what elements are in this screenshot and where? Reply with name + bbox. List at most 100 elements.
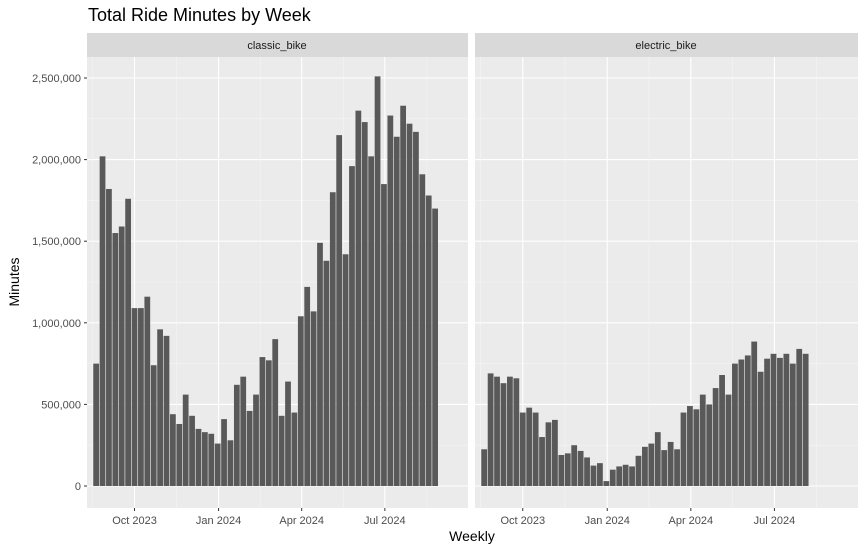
bar-classic-bike — [381, 184, 387, 486]
x-tick-label: Jul 2024 — [364, 515, 406, 527]
bar-classic-bike — [189, 415, 195, 486]
bar-classic-bike — [182, 394, 189, 486]
bar-classic-bike — [432, 208, 438, 486]
bar-electric-bike — [783, 353, 790, 486]
bar-electric-bike — [661, 450, 668, 486]
bar-electric-bike — [603, 481, 610, 486]
bar-classic-bike — [361, 122, 368, 486]
bar-classic-bike — [425, 195, 432, 486]
bar-classic-bike — [355, 110, 362, 486]
bar-classic-bike — [265, 360, 272, 486]
bar-classic-bike — [240, 376, 247, 486]
bar-classic-bike — [368, 156, 375, 486]
bar-classic-bike — [163, 335, 170, 486]
bar-electric-bike — [629, 466, 635, 486]
strip-label-electric-bike: electric_bike — [635, 40, 696, 52]
bar-classic-bike — [214, 443, 221, 486]
bar-electric-bike — [712, 388, 719, 486]
bar-classic-bike — [374, 76, 381, 487]
bar-classic-bike — [317, 242, 323, 486]
bar-electric-bike — [584, 457, 590, 486]
bar-classic-bike — [170, 414, 176, 486]
bar-electric-bike — [481, 449, 488, 486]
bar-electric-bike — [609, 469, 616, 486]
bar-electric-bike — [706, 404, 713, 486]
bar-electric-bike — [597, 463, 603, 486]
bar-electric-bike — [635, 455, 642, 486]
bar-electric-bike — [764, 358, 770, 486]
bar-classic-bike — [246, 410, 253, 486]
bar-classic-bike — [150, 365, 157, 486]
bar-electric-bike — [719, 375, 725, 486]
bar-classic-bike — [125, 198, 131, 486]
bar-classic-bike — [144, 296, 151, 486]
bar-classic-bike — [195, 428, 202, 486]
bar-classic-bike — [138, 308, 144, 486]
bar-electric-bike — [545, 422, 552, 486]
bar-electric-bike — [539, 437, 545, 486]
chart-title: Total Ride Minutes by Week — [88, 5, 311, 25]
bar-classic-bike — [259, 357, 266, 486]
bar-electric-bike — [674, 449, 680, 486]
bar-electric-bike — [487, 373, 494, 486]
y-axis-title: Minutes — [6, 257, 22, 306]
bar-classic-bike — [297, 316, 304, 486]
bar-classic-bike — [285, 381, 291, 486]
bar-electric-bike — [616, 466, 623, 486]
bar-electric-bike — [526, 407, 533, 486]
bar-electric-bike — [507, 376, 513, 486]
bar-electric-bike — [648, 443, 655, 486]
bar-classic-bike — [106, 188, 112, 487]
x-tick-label: Jan 2024 — [196, 515, 241, 527]
bars — [93, 76, 809, 487]
bar-classic-bike — [208, 433, 215, 486]
bar-classic-bike — [253, 394, 259, 486]
bar-classic-bike — [310, 311, 317, 486]
bar-electric-bike — [571, 445, 578, 486]
bar-electric-bike — [687, 406, 693, 486]
bar-classic-bike — [272, 339, 279, 486]
bar-classic-bike — [291, 412, 298, 486]
x-tick-label: Apr 2024 — [279, 515, 324, 527]
x-tick-label: Oct 2023 — [112, 515, 157, 527]
bar-electric-bike — [789, 363, 796, 486]
bar-classic-bike — [406, 123, 413, 486]
bar-classic-bike — [233, 384, 240, 486]
x-tick-label: Oct 2023 — [500, 515, 545, 527]
bar-classic-bike — [400, 105, 407, 487]
bar-electric-bike — [751, 341, 758, 486]
bar-electric-bike — [532, 412, 539, 486]
bar-classic-bike — [118, 226, 125, 486]
bar-electric-bike — [732, 363, 738, 486]
bar-electric-bike — [777, 357, 783, 486]
bar-electric-bike — [622, 464, 629, 486]
bar-electric-bike — [738, 359, 745, 486]
strip-classic-bike — [87, 33, 468, 57]
bar-electric-bike — [802, 353, 809, 486]
bar-classic-bike — [304, 286, 311, 486]
bar-classic-bike — [112, 233, 119, 486]
bar-electric-bike — [500, 383, 507, 486]
bar-electric-bike — [494, 376, 500, 486]
axes: Oct 2023 Jan 2024 Apr 2024 Jul 2024 Oct 2023… — [32, 73, 795, 527]
bar-electric-bike — [558, 454, 565, 486]
bar-classic-bike — [176, 423, 183, 486]
bar-classic-bike — [393, 136, 400, 486]
y-tick-label: 2,500,000 — [32, 73, 81, 85]
x-axis-title: Weekly — [449, 528, 495, 544]
bar-electric-bike — [744, 355, 751, 486]
bar-electric-bike — [796, 348, 803, 486]
x-tick-label: Apr 2024 — [669, 515, 714, 527]
bar-electric-bike — [513, 378, 520, 486]
bar-electric-bike — [590, 465, 597, 486]
bar-classic-bike — [157, 329, 163, 486]
y-tick-label: 1,000,000 — [32, 318, 81, 330]
bar-electric-bike — [564, 453, 571, 486]
strip-label-classic-bike: classic_bike — [247, 40, 306, 52]
bar-classic-bike — [93, 363, 100, 486]
bar-electric-bike — [770, 353, 777, 486]
bar-classic-bike — [278, 415, 285, 486]
bar-electric-bike — [519, 412, 526, 486]
bar-classic-bike — [336, 135, 343, 486]
